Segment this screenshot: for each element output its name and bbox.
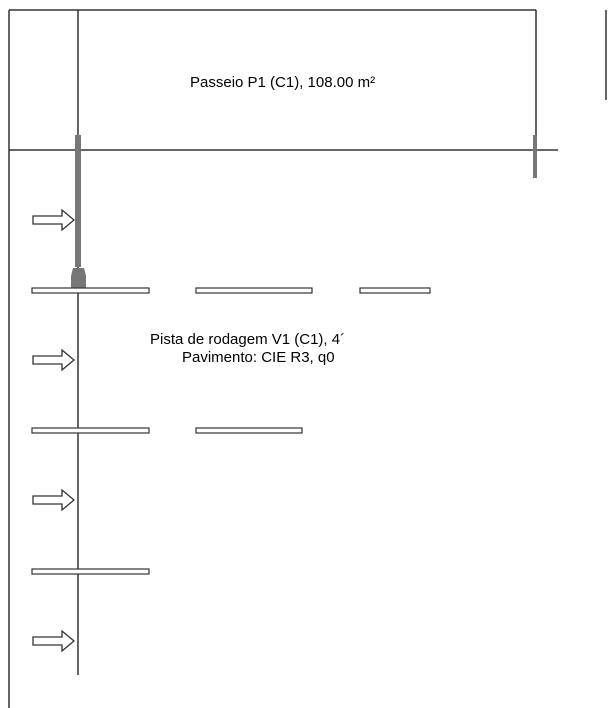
lane-dash (359, 287, 431, 294)
sidewalk-label: Passeio P1 (C1), 108.00 m² (190, 74, 376, 91)
lane-dash (31, 568, 150, 575)
direction-arrow-icon (32, 629, 76, 653)
pole-1 (71, 135, 86, 290)
lane-dash (31, 287, 150, 294)
pole-2 (533, 135, 537, 178)
traffic-arrows (32, 208, 76, 653)
pole-1-base (71, 268, 86, 290)
pole-2-shaft (533, 135, 537, 178)
pavement-label: Pavimento: CIE R3, q0 (182, 349, 335, 366)
pole-1-shaft (75, 135, 81, 267)
lane-markings-row-1 (31, 287, 431, 294)
roadway-label: Pista de rodagem V1 (C1), 4´ (150, 331, 346, 348)
direction-arrow-icon (32, 348, 76, 372)
lane-markings-row-2 (31, 427, 303, 434)
lane-dash (195, 427, 303, 434)
lane-dash (195, 287, 313, 294)
lane-dash (31, 427, 150, 434)
sidewalk-area (8, 9, 607, 151)
lane-markings-row-3 (31, 568, 150, 575)
direction-arrow-icon (32, 208, 76, 232)
direction-arrow-icon (32, 488, 76, 512)
